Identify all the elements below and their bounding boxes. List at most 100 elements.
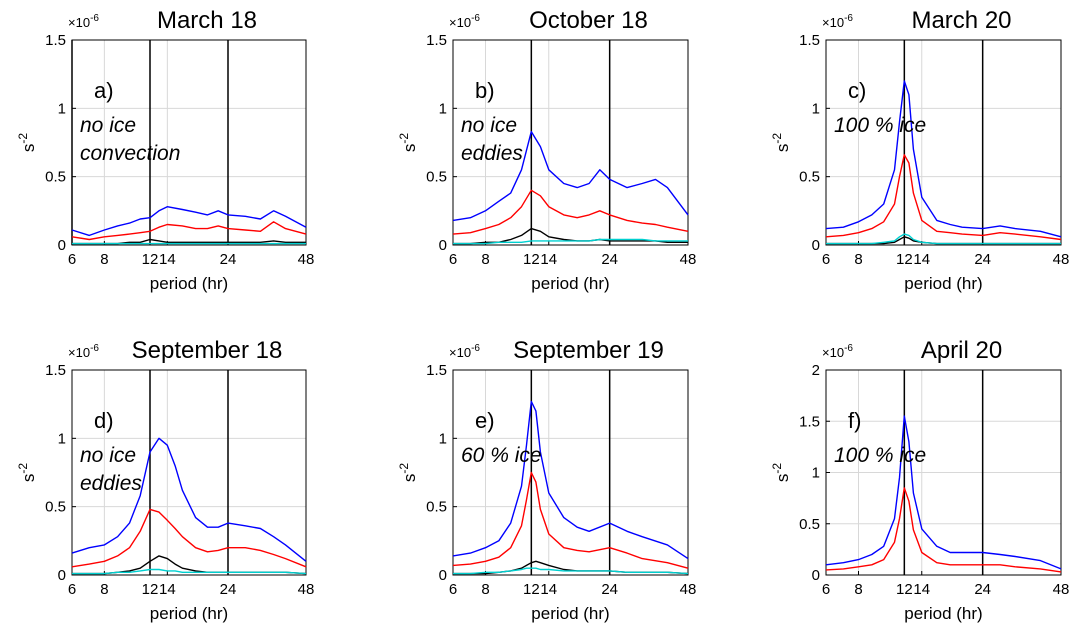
axes-box	[71, 369, 307, 576]
x-tick-label: 24	[601, 251, 618, 268]
series-line-1	[825, 415, 1062, 570]
y-axis-label: s-2	[16, 133, 38, 152]
x-tick-label: 8	[100, 581, 108, 598]
x-tick-label: 8	[481, 581, 489, 598]
x-tick-label: 6	[822, 251, 830, 268]
series-line-4	[826, 233, 1061, 245]
y-tick-label: 0	[812, 237, 820, 254]
y-tick-label: 0.5	[45, 169, 66, 186]
x-tick-label: 8	[854, 251, 862, 268]
series-line-2	[452, 189, 689, 235]
y-tick-label: 0	[439, 237, 447, 254]
y-tick-label: 0.5	[426, 169, 447, 186]
x-tick-label: 48	[298, 251, 315, 268]
x-axis-label: period (hr)	[531, 274, 609, 293]
panel-6: 6 8 12 14 24 48 0 0.5 1 1.5 2 April 20 ×10-6 period (…	[770, 337, 1069, 623]
x-tick-label: 6	[449, 581, 457, 598]
panel-3: 6 8 12 14 24 48 0 0.5 1 1.5 March 20 ×10-6 period (h…	[770, 7, 1069, 293]
x-tick-label: 24	[974, 581, 991, 598]
y-tick-label: 1	[439, 430, 447, 447]
axes-box	[452, 369, 689, 576]
x-tick-label: 12	[142, 581, 159, 598]
series-line-4	[453, 238, 688, 245]
x-axis-label: period (hr)	[150, 604, 228, 623]
panel-annotation: 60 % ice	[461, 444, 542, 467]
panel-label: a)	[94, 78, 114, 103]
x-tick-label: 48	[680, 251, 697, 268]
x-tick-label: 14	[159, 581, 176, 598]
panel-4: 6 8 12 14 24 48 0 0.5 1 1.5 September 18 ×10-6 perio…	[16, 337, 314, 623]
x-tick-label: 24	[220, 581, 237, 598]
y-tick-label: 0.5	[45, 499, 66, 516]
y-scale-label: ×10-6	[822, 13, 853, 30]
axes-box	[825, 39, 1062, 246]
panel-label: b)	[475, 78, 495, 103]
series-line-4	[72, 568, 307, 575]
x-tick-label: 6	[68, 581, 76, 598]
panel-annotation: 100 % ice	[834, 444, 926, 467]
x-axis-label: period (hr)	[150, 274, 228, 293]
y-scale-label: ×10-6	[449, 343, 480, 360]
series-line-1	[452, 400, 689, 560]
y-scale-label: ×10-6	[449, 13, 480, 30]
x-axis-label: period (hr)	[904, 604, 982, 623]
panel-1: 6 8 12 14 24 48 0 0.5 1 1.5 March 18 ×10-6 period (h…	[16, 7, 314, 293]
y-tick-label: 0.5	[426, 499, 447, 516]
y-tick-label: 0	[58, 567, 66, 584]
panel-annotation: 100 % ice	[834, 114, 926, 137]
panel-annotation: eddies	[80, 472, 142, 495]
y-tick-label: 1.5	[426, 32, 447, 49]
series-line-2	[452, 471, 689, 569]
y-tick-label: 2	[812, 362, 820, 379]
x-tick-label: 48	[1053, 581, 1070, 598]
x-tick-label: 6	[449, 251, 457, 268]
x-tick-label: 14	[913, 581, 930, 598]
x-tick-label: 12	[142, 251, 159, 268]
x-tick-label: 12	[896, 251, 913, 268]
y-tick-label: 1	[812, 465, 820, 482]
y-tick-label: 0	[812, 567, 820, 584]
series-line-2	[825, 487, 1062, 573]
chart-title: March 20	[911, 7, 1011, 34]
y-scale-label: ×10-6	[68, 13, 99, 30]
x-tick-label: 24	[974, 251, 991, 268]
x-axis-label: period (hr)	[904, 274, 982, 293]
chart-title: March 18	[157, 7, 257, 34]
y-tick-label: 1	[439, 100, 447, 117]
chart-title: September 18	[132, 337, 283, 364]
y-tick-label: 1.5	[45, 32, 66, 49]
y-tick-label: 0.5	[799, 169, 820, 186]
panel-annotation: convection	[80, 142, 180, 165]
panel-label: e)	[475, 408, 495, 433]
series-line-2	[71, 508, 307, 568]
series-line-3	[826, 236, 1061, 245]
panel-annotation: no ice	[461, 114, 517, 137]
x-tick-label: 12	[523, 581, 540, 598]
chart-title: September 19	[513, 337, 664, 364]
axes-box	[452, 39, 689, 246]
y-axis-label: s-2	[397, 133, 419, 152]
y-tick-label: 1	[58, 100, 66, 117]
x-axis-label: period (hr)	[531, 604, 609, 623]
y-tick-label: 1	[58, 430, 66, 447]
series-line-2	[825, 154, 1062, 241]
x-tick-label: 8	[481, 251, 489, 268]
x-tick-label: 14	[159, 251, 176, 268]
x-tick-label: 6	[68, 251, 76, 268]
panel-annotation: no ice	[80, 114, 136, 137]
panel-5: 6 8 12 14 24 48 0 0.5 1 1.5 September 19 ×10-6 perio…	[397, 337, 696, 623]
chart-title: October 18	[529, 7, 648, 34]
y-tick-label: 1.5	[799, 413, 820, 430]
x-tick-label: 6	[822, 581, 830, 598]
y-scale-label: ×10-6	[68, 343, 99, 360]
series-line-1	[452, 130, 689, 222]
y-tick-label: 1.5	[45, 362, 66, 379]
y-tick-label: 1	[812, 100, 820, 117]
y-tick-label: 0.5	[799, 516, 820, 533]
y-axis-label: s-2	[770, 463, 792, 482]
y-scale-label: ×10-6	[822, 343, 853, 360]
y-tick-label: 0	[439, 567, 447, 584]
x-tick-label: 14	[913, 251, 930, 268]
x-tick-label: 48	[680, 581, 697, 598]
